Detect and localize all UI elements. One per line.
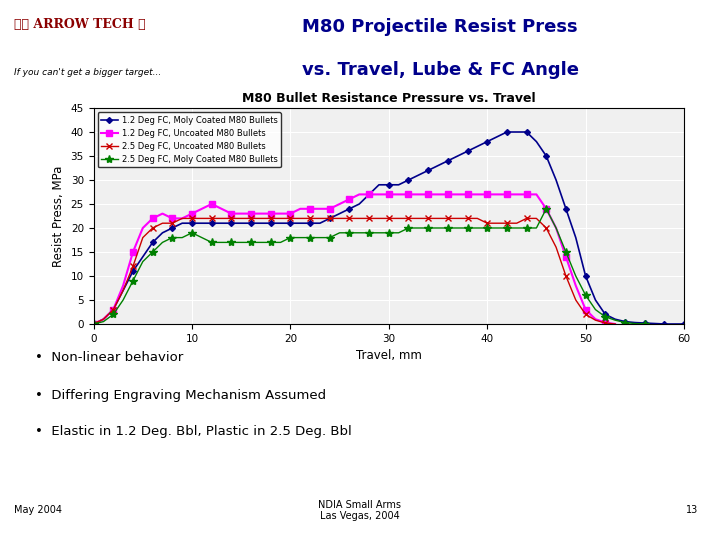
1.2 Deg FC, Moly Coated M80 Bullets: [404, 177, 413, 183]
Text: M80 Projectile Resist Press: M80 Projectile Resist Press: [302, 18, 578, 36]
Y-axis label: Resist Press, MPa: Resist Press, MPa: [52, 165, 65, 267]
2.5 Deg FC, Uncoated M80 Bullets: [404, 215, 413, 221]
Text: If you can't get a bigger target...: If you can't get a bigger target...: [14, 69, 162, 77]
1.2 Deg FC, Uncoated M80 Bullets: [89, 321, 98, 327]
1.2 Deg FC, Moly Coated M80 Bullets: [89, 321, 98, 327]
2.5 Deg FC, Uncoated M80 Bullets: [454, 215, 462, 221]
Text: •  Differing Engraving Mechanism Assumed: • Differing Engraving Mechanism Assumed: [35, 389, 326, 402]
1.2 Deg FC, Uncoated M80 Bullets: [384, 191, 393, 198]
1.2 Deg FC, Uncoated M80 Bullets: [414, 191, 423, 198]
Line: 2.5 Deg FC, Moly Coated M80 Bullets: 2.5 Deg FC, Moly Coated M80 Bullets: [89, 205, 649, 328]
1.2 Deg FC, Uncoated M80 Bullets: [611, 321, 619, 327]
X-axis label: Travel, mm: Travel, mm: [356, 349, 422, 362]
1.2 Deg FC, Moly Coated M80 Bullets: [444, 158, 452, 164]
Legend: 1.2 Deg FC, Moly Coated M80 Bullets, 1.2 Deg FC, Uncoated M80 Bullets, 2.5 Deg F: 1.2 Deg FC, Moly Coated M80 Bullets, 1.2…: [98, 112, 281, 167]
1.2 Deg FC, Moly Coated M80 Bullets: [503, 129, 511, 135]
2.5 Deg FC, Uncoated M80 Bullets: [611, 321, 619, 327]
2.5 Deg FC, Moly Coated M80 Bullets: [542, 206, 551, 212]
Text: •  Elastic in 1.2 Deg. Bbl, Plastic in 2.5 Deg. Bbl: • Elastic in 1.2 Deg. Bbl, Plastic in 2.…: [35, 425, 352, 438]
1.2 Deg FC, Moly Coated M80 Bullets: [680, 321, 688, 327]
2.5 Deg FC, Moly Coated M80 Bullets: [237, 239, 246, 246]
Text: vs. Travel, Lube & FC Angle: vs. Travel, Lube & FC Angle: [302, 61, 580, 79]
Text: ➤➤ ARROW TECH ➤: ➤➤ ARROW TECH ➤: [14, 18, 146, 31]
2.5 Deg FC, Uncoated M80 Bullets: [414, 215, 423, 221]
1.2 Deg FC, Uncoated M80 Bullets: [286, 211, 294, 217]
2.5 Deg FC, Uncoated M80 Bullets: [188, 215, 197, 221]
2.5 Deg FC, Moly Coated M80 Bullets: [89, 321, 98, 327]
1.2 Deg FC, Moly Coated M80 Bullets: [296, 220, 305, 226]
1.2 Deg FC, Moly Coated M80 Bullets: [611, 316, 619, 322]
1.2 Deg FC, Uncoated M80 Bullets: [454, 191, 462, 198]
Text: •  Non-linear behavior: • Non-linear behavior: [35, 351, 184, 364]
Line: 1.2 Deg FC, Moly Coated M80 Bullets: 1.2 Deg FC, Moly Coated M80 Bullets: [91, 130, 686, 326]
2.5 Deg FC, Uncoated M80 Bullets: [89, 321, 98, 327]
2.5 Deg FC, Moly Coated M80 Bullets: [463, 225, 472, 231]
1.2 Deg FC, Moly Coated M80 Bullets: [207, 220, 216, 226]
Line: 1.2 Deg FC, Uncoated M80 Bullets: 1.2 Deg FC, Uncoated M80 Bullets: [91, 192, 618, 327]
2.5 Deg FC, Uncoated M80 Bullets: [178, 215, 186, 221]
2.5 Deg FC, Moly Coated M80 Bullets: [109, 311, 117, 318]
Text: 13: 13: [686, 505, 698, 515]
2.5 Deg FC, Moly Coated M80 Bullets: [325, 234, 334, 241]
2.5 Deg FC, Moly Coated M80 Bullets: [473, 225, 482, 231]
1.2 Deg FC, Uncoated M80 Bullets: [355, 191, 364, 198]
2.5 Deg FC, Uncoated M80 Bullets: [296, 215, 305, 221]
2.5 Deg FC, Moly Coated M80 Bullets: [640, 321, 649, 327]
Text: NDIA Small Arms
Las Vegas, 2004: NDIA Small Arms Las Vegas, 2004: [318, 500, 402, 521]
2.5 Deg FC, Moly Coated M80 Bullets: [119, 297, 127, 303]
Line: 2.5 Deg FC, Uncoated M80 Bullets: 2.5 Deg FC, Uncoated M80 Bullets: [90, 215, 618, 327]
1.2 Deg FC, Uncoated M80 Bullets: [178, 215, 186, 221]
Text: May 2004: May 2004: [14, 505, 63, 515]
Title: M80 Bullet Resistance Pressure vs. Travel: M80 Bullet Resistance Pressure vs. Trave…: [242, 92, 536, 105]
1.2 Deg FC, Moly Coated M80 Bullets: [227, 220, 235, 226]
2.5 Deg FC, Uncoated M80 Bullets: [384, 215, 393, 221]
1.2 Deg FC, Uncoated M80 Bullets: [404, 191, 413, 198]
